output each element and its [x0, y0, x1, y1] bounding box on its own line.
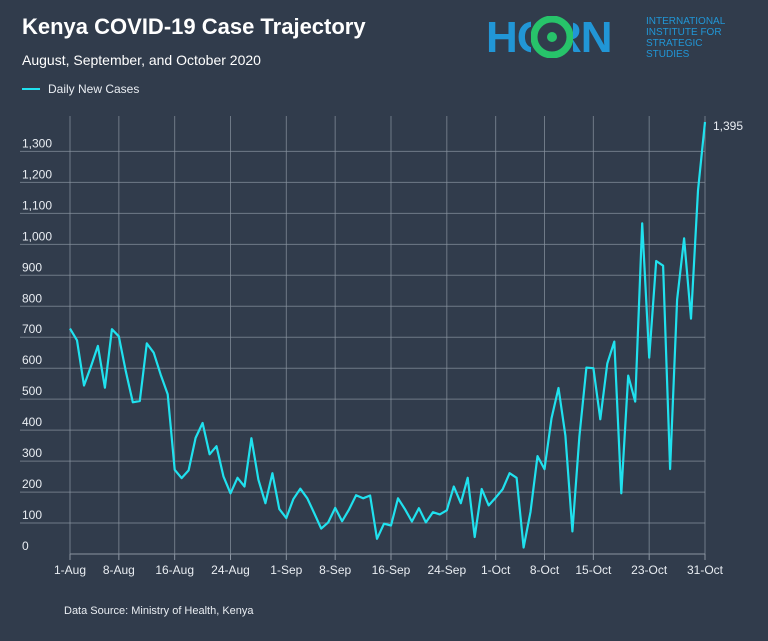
y-axis: 0 100 200 300 400 500 600 700 800 900 1,000 1,100 1,… — [22, 136, 52, 553]
y-tick-label: 800 — [22, 291, 42, 305]
y-tick-label: 1,100 — [22, 198, 52, 212]
grid — [20, 116, 706, 554]
end-label-layer: 1,395 — [713, 119, 743, 133]
series-layer — [69, 121, 707, 549]
y-tick-label: 300 — [22, 446, 42, 460]
logo-target-icon — [531, 16, 573, 58]
logo-sub-line: STRATEGIC — [646, 38, 703, 49]
x-tick-label: 16-Sep — [372, 563, 411, 577]
y-tick-label: 1,000 — [22, 229, 52, 243]
x-tick-label: 8-Aug — [103, 563, 135, 577]
x-tick-label: 24-Sep — [427, 563, 466, 577]
chart-title: Kenya COVID-19 Case Trajectory — [22, 14, 366, 39]
x-tick-label: 15-Oct — [575, 563, 612, 577]
logo: HORN INTERNATIONAL INSTITUTE FOR STRATEG… — [486, 13, 746, 62]
legend-label: Daily New Cases — [48, 82, 140, 96]
y-tick-label: 900 — [22, 260, 42, 274]
y-tick-label: 100 — [22, 508, 42, 522]
y-tick-label: 0 — [22, 539, 29, 553]
y-tick-label: 1,300 — [22, 136, 52, 150]
logo-sub-line: INTERNATIONAL — [646, 16, 726, 27]
x-tick-label: 8-Oct — [530, 563, 560, 577]
x-tick-label: 1-Sep — [270, 563, 302, 577]
x-tick-label: 23-Oct — [631, 563, 668, 577]
legend-line-swatch — [22, 88, 40, 90]
x-tick-label: 24-Aug — [211, 563, 250, 577]
logo-sub-line: INSTITUTE FOR — [646, 27, 722, 38]
series-line-daily-new-cases — [69, 121, 707, 549]
x-tick-label: 1-Oct — [481, 563, 511, 577]
y-tick-label: 200 — [22, 477, 42, 491]
x-tick-label: 1-Aug — [54, 563, 86, 577]
y-tick-label: 600 — [22, 353, 42, 367]
x-axis: 1-Aug 8-Aug 16-Aug 24-Aug 1-Sep 8-Sep 16-Sep 24… — [54, 553, 724, 577]
end-value-label: 1,395 — [713, 119, 743, 133]
x-tick-label: 8-Sep — [319, 563, 351, 577]
y-tick-label: 500 — [22, 384, 42, 398]
y-tick-label: 1,200 — [22, 167, 52, 181]
y-tick-label: 700 — [22, 322, 42, 336]
x-tick-label: 31-Oct — [687, 563, 724, 577]
data-source-note: Data Source: Ministry of Health, Kenya — [64, 605, 254, 617]
y-tick-label: 400 — [22, 415, 42, 429]
logo-subtitle: INTERNATIONAL INSTITUTE FOR STRATEGIC ST… — [646, 16, 746, 60]
chart-subtitle: August, September, and October 2020 — [22, 52, 261, 68]
legend: Daily New Cases — [22, 82, 139, 96]
logo-sub-line: STUDIES — [646, 49, 690, 60]
x-tick-label: 16-Aug — [155, 563, 194, 577]
